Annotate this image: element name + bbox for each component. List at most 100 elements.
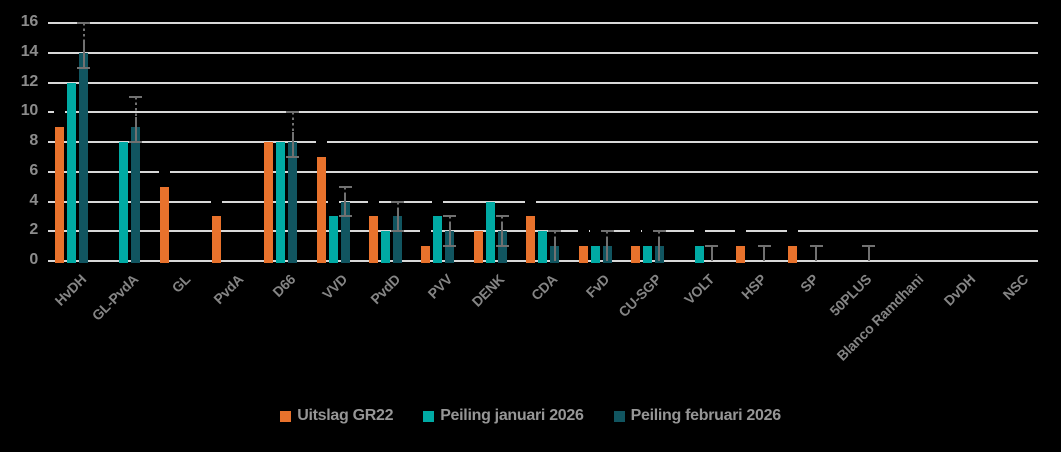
bar-uitslag-gr22-cda xyxy=(526,216,536,263)
whisker-cap-high-vvd xyxy=(338,185,352,188)
bar-peiling-januari-2026-cu-sgp xyxy=(642,246,652,263)
gridline-14 xyxy=(48,51,1038,54)
legend-item-uitslag-gr22: Uitslag GR22 xyxy=(280,407,393,425)
legend-swatch-peiling-januari-2026 xyxy=(423,410,435,422)
whisker-hsp xyxy=(763,246,766,261)
y-tick-label-12: 12 xyxy=(20,72,39,90)
gridline-8 xyxy=(48,141,1038,143)
bar-uitslag-gr22-hvdh xyxy=(55,127,64,263)
bar-peiling-januari-2026-cda xyxy=(538,231,548,263)
whisker-cap-high-sp xyxy=(809,245,823,248)
rounding-cap-peiling-januari-2026-vvd xyxy=(327,200,339,203)
legend-label-peiling-februari-2026: Peiling februari 2026 xyxy=(630,407,782,424)
whisker-dashed-gl-pvda xyxy=(134,97,137,117)
whisker-cap-high-d66 xyxy=(286,111,300,114)
rounding-cap-uitslag-gr22-fvd xyxy=(577,229,589,233)
y-tick-label-16: 16 xyxy=(20,13,39,30)
whisker-cap-low-d66 xyxy=(286,155,300,158)
legend-item-peiling-januari-2026: Peiling januari 2026 xyxy=(423,407,584,425)
whisker-cap-low-pvdd xyxy=(391,230,405,233)
whisker-cap-high-pvdd xyxy=(391,200,405,203)
y-tick-label-2: 2 xyxy=(29,221,38,239)
whisker-vvd xyxy=(344,194,347,217)
bar-uitslag-gr22-hsp xyxy=(735,246,745,263)
bar-uitslag-gr22-pvdd xyxy=(369,216,379,263)
whisker-dashed-vvd xyxy=(344,186,347,195)
whisker-cda xyxy=(553,238,556,261)
rounding-cap-uitslag-gr22-cu-sgp xyxy=(629,229,641,233)
y-tick-label-8: 8 xyxy=(29,132,38,149)
bar-peiling-februari-2026-vvd xyxy=(340,201,350,263)
whisker-dashed-cu-sgp xyxy=(658,231,661,239)
legend-label-uitslag-gr22: Uitslag GR22 xyxy=(297,407,394,424)
gridline-6 xyxy=(48,170,1038,173)
rounding-cap-peiling-januari-2026-cu-sgp xyxy=(641,229,653,233)
whisker-cap-high-gl-pvda xyxy=(129,96,143,99)
whisker-d66 xyxy=(291,131,294,157)
whisker-dashed-d66 xyxy=(291,112,294,132)
legend-label-peiling-januari-2026: Peiling januari 2026 xyxy=(440,407,584,424)
bar-uitslag-gr22-pvv xyxy=(421,246,431,263)
bar-uitslag-gr22-pvda xyxy=(212,216,222,263)
bar-uitslag-gr22-cu-sgp xyxy=(630,246,640,263)
bar-peiling-januari-2026-pvdd xyxy=(381,231,391,263)
gridline-12 xyxy=(48,81,1038,84)
gridline-10 xyxy=(48,111,1038,114)
y-tick-label-14: 14 xyxy=(20,42,39,60)
bar-uitslag-gr22-gl xyxy=(159,186,169,263)
whisker-cap-high-fvd xyxy=(600,230,614,233)
rounding-cap-uitslag-gr22-cda xyxy=(525,200,537,203)
whisker-sp xyxy=(815,246,818,261)
bar-peiling-februari-2026-pvv xyxy=(445,231,455,263)
bar-peiling-januari-2026-denk xyxy=(485,201,495,263)
legend-item-peiling-februari-2026: Peiling februari 2026 xyxy=(613,407,782,425)
legend-swatch-peiling-februari-2026 xyxy=(613,410,625,422)
chart-legend: Uitslag GR22 Peiling januari 2026 Peilin… xyxy=(0,407,1061,425)
rounding-cap-uitslag-gr22-sp xyxy=(786,229,798,233)
bar-peiling-januari-2026-fvd xyxy=(590,246,600,263)
whisker-fvd xyxy=(606,238,608,261)
rounding-cap-peiling-januari-2026-fvd xyxy=(589,229,601,233)
whisker-cap-low-pvv xyxy=(443,245,457,248)
y-tick-label-0: 0 xyxy=(29,251,38,268)
bar-peiling-februari-2026-hvdh xyxy=(79,52,88,263)
rounding-cap-peiling-januari-2026-pvv xyxy=(432,200,444,203)
bar-peiling-januari-2026-volt xyxy=(695,246,705,263)
whisker-volt xyxy=(710,246,713,261)
whisker-cap-low-denk xyxy=(495,245,509,248)
whisker-dashed-cda xyxy=(553,231,556,239)
whisker-cap-high-cu-sgp xyxy=(652,230,666,233)
rounding-cap-peiling-januari-2026-volt xyxy=(694,229,706,233)
bar-peiling-januari-2026-gl-pvda xyxy=(119,142,129,263)
whisker-cap-high-cda xyxy=(548,230,562,233)
legend-swatch-uitslag-gr22 xyxy=(280,410,292,422)
gridline-4 xyxy=(48,200,1038,203)
rounding-cap-uitslag-gr22-pvdd xyxy=(368,200,380,203)
whisker-50plus xyxy=(867,246,870,261)
whisker-denk xyxy=(501,223,504,247)
rounding-cap-uitslag-gr22-hvdh xyxy=(54,110,65,114)
y-tick-label-6: 6 xyxy=(29,161,38,179)
whisker-pvv xyxy=(448,223,451,247)
bar-peiling-februari-2026-d66 xyxy=(288,142,298,263)
rounding-cap-uitslag-gr22-vvd xyxy=(315,140,327,144)
bar-uitslag-gr22-fvd xyxy=(578,246,588,263)
whisker-pvdd xyxy=(396,208,399,232)
bar-uitslag-gr22-d66 xyxy=(264,142,274,263)
whisker-cap-high-hvdh xyxy=(77,22,90,24)
whisker-gl-pvda xyxy=(134,116,137,142)
rounding-cap-uitslag-gr22-hsp xyxy=(734,229,746,233)
whisker-cap-high-pvv xyxy=(443,215,457,218)
bar-peiling-februari-2026-denk xyxy=(497,231,507,263)
gridline-16 xyxy=(48,22,1038,24)
rounding-cap-uitslag-gr22-pvv xyxy=(420,229,432,233)
whisker-hvdh xyxy=(82,42,85,68)
whisker-cap-low-vvd xyxy=(338,215,352,218)
whisker-cap-high-volt xyxy=(705,245,719,248)
bar-peiling-januari-2026-d66 xyxy=(276,142,286,263)
y-tick-label-10: 10 xyxy=(20,102,39,120)
bar-uitslag-gr22-denk xyxy=(473,231,483,263)
bar-uitslag-gr22-vvd xyxy=(316,156,326,263)
whisker-cap-high-denk xyxy=(495,215,509,218)
whisker-cap-high-50plus xyxy=(862,245,876,248)
